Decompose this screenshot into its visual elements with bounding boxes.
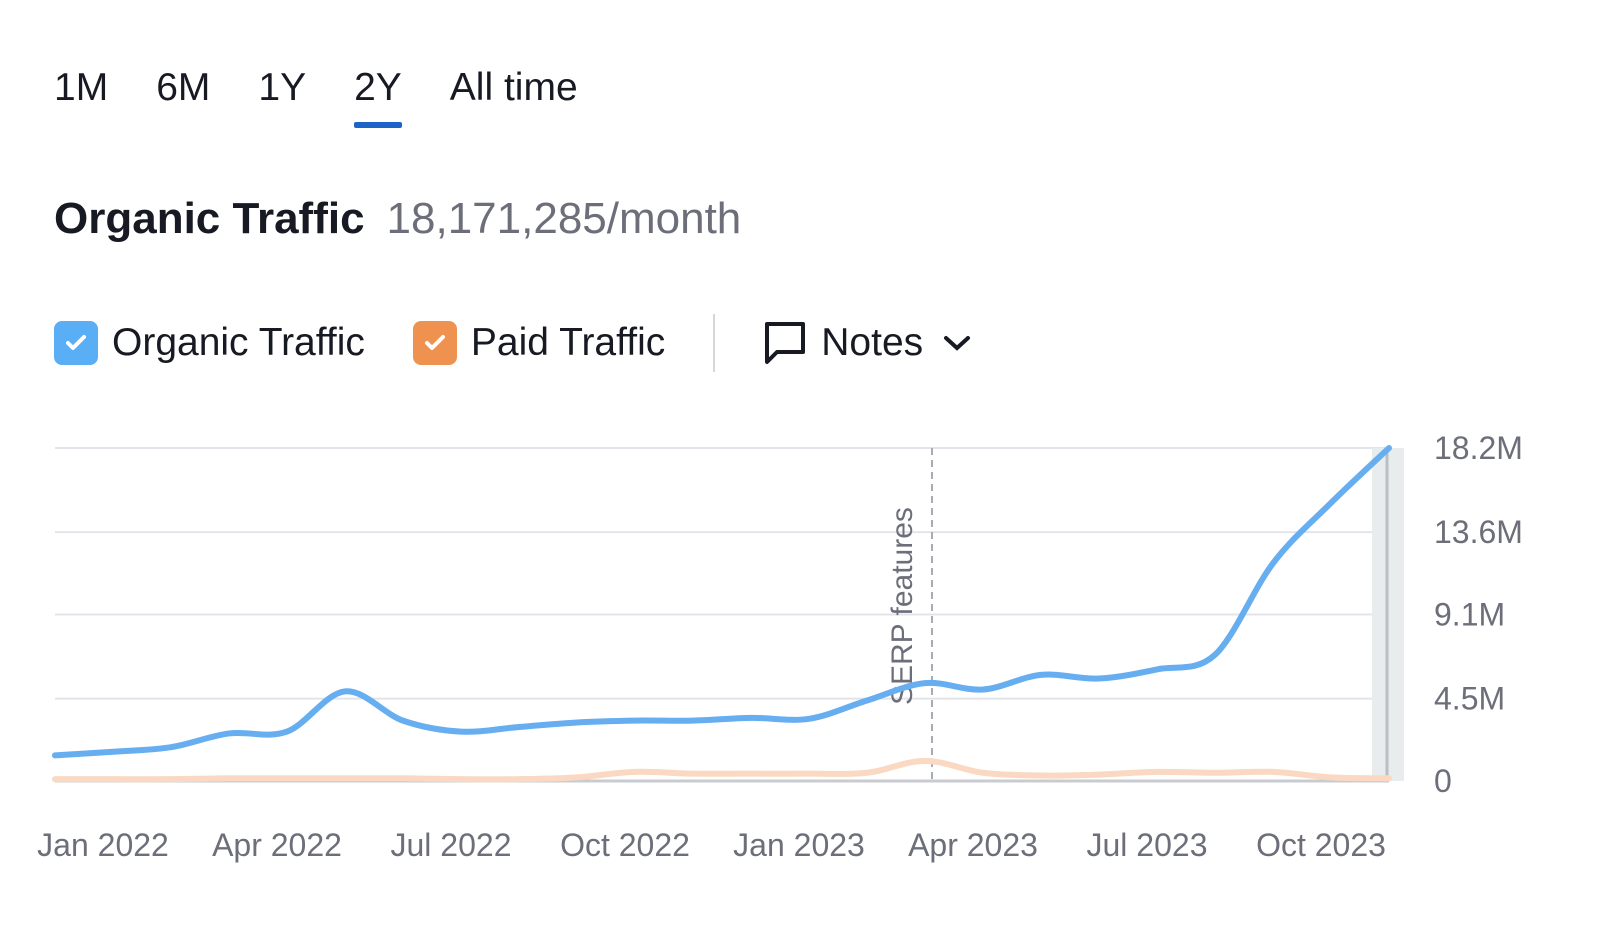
tab-1m[interactable]: 1M [54, 66, 109, 109]
y-tick-label: 13.6M [1434, 514, 1523, 550]
organic-traffic-line [52, 445, 1392, 759]
legend-paid-traffic[interactable]: Paid Traffic [412, 321, 666, 365]
x-tick-label: Oct 2023 [1256, 827, 1386, 863]
x-tick-label: Jul 2022 [391, 827, 512, 863]
traffic-value: 18,171,285/month [386, 194, 742, 243]
period-tabs: 1M 6M 1Y 2Y All time [54, 66, 626, 128]
chevron-down-icon [944, 336, 971, 351]
x-tick-label: Jul 2023 [1087, 827, 1208, 863]
legend-organic-traffic[interactable]: Organic Traffic [54, 321, 365, 365]
tab-6m[interactable]: 6M [156, 66, 211, 109]
x-tick-label: Jan 2023 [733, 827, 865, 863]
x-tick-label: Apr 2023 [908, 827, 1038, 863]
x-tick-label: Apr 2022 [212, 827, 342, 863]
checkbox-checked-icon[interactable] [412, 321, 457, 365]
y-tick-label: 18.2M [1434, 430, 1523, 466]
legend-label: Paid Traffic [470, 321, 666, 364]
y-tick-label: 4.5M [1434, 681, 1505, 717]
chart-title: Organic Traffic [54, 194, 365, 243]
y-tick-label: 9.1M [1434, 597, 1505, 633]
tab-1y[interactable]: 1Y [258, 66, 307, 109]
notes-dropdown[interactable]: Notes [763, 320, 973, 366]
checkbox-checked-icon[interactable] [54, 321, 98, 365]
x-tick-label: Oct 2022 [560, 827, 690, 863]
tab-all-time[interactable]: All time [449, 66, 578, 109]
annotation-label: SERP features [886, 507, 919, 705]
tab-2y[interactable]: 2Y [354, 66, 402, 128]
paid-traffic-line [52, 757, 1392, 783]
y-tick-label: 0 [1434, 763, 1452, 799]
divider [713, 314, 716, 372]
legend-label: Organic Traffic [112, 321, 365, 364]
x-tick-label: Jan 2022 [37, 827, 169, 863]
chart-header: Organic Traffic 18,171,285/month [54, 194, 741, 244]
comment-icon [765, 322, 806, 364]
notes-label: Notes [821, 321, 924, 364]
legend: Organic Traffic Paid Traffic Notes [54, 314, 973, 372]
traffic-chart: SERP features 0 4.5M 9.1M 13.6M 18.2M Jan 20… [37, 430, 1523, 863]
